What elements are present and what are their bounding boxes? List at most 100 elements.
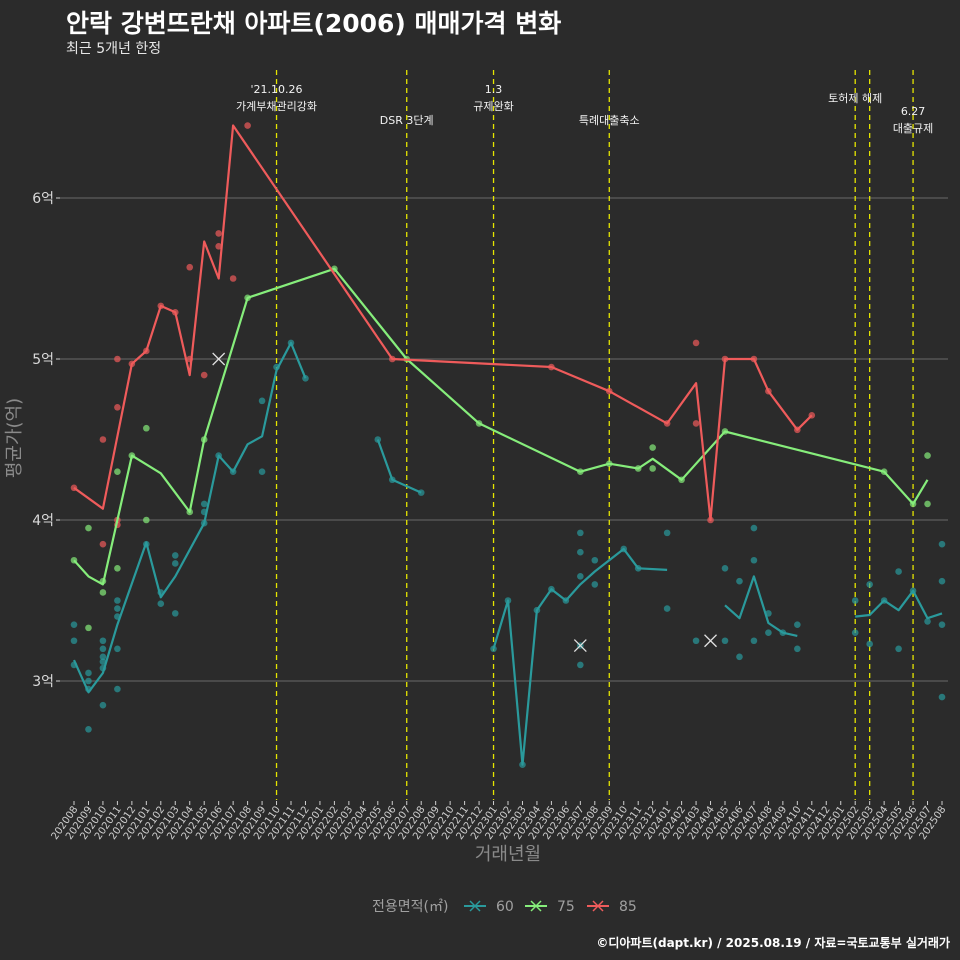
- data-point-60: [114, 645, 121, 653]
- data-point-60: [85, 726, 92, 733]
- y-axis-title: 평균가(억): [4, 398, 25, 478]
- y-tick-label: 5억: [32, 352, 54, 368]
- data-point-60: [794, 621, 801, 628]
- data-point-60: [577, 529, 584, 537]
- data-point-60: [721, 565, 729, 572]
- y-tick-label: 6억: [32, 191, 54, 207]
- data-point-60: [721, 637, 729, 645]
- event-annotation: 대출규제: [893, 122, 933, 135]
- cross-marker-60: [704, 634, 717, 648]
- data-point-75: [114, 565, 121, 572]
- data-point-75: [649, 444, 656, 451]
- data-point-60: [938, 540, 946, 548]
- data-point-60: [663, 605, 671, 612]
- event-annotation: 1.3: [485, 83, 503, 96]
- data-point-60: [114, 597, 121, 604]
- data-point-60: [851, 597, 859, 604]
- event-annotation: DSR 3단계: [380, 114, 434, 127]
- data-point-60: [736, 653, 743, 661]
- legend-label-75: 75: [557, 899, 575, 915]
- data-point-85: [244, 122, 251, 129]
- data-point-60: [794, 645, 801, 653]
- legend-cross: [469, 900, 481, 912]
- data-point-60: [938, 693, 946, 701]
- data-point-85: [114, 355, 121, 363]
- legend-cross: [592, 900, 604, 912]
- legend-key-75: [525, 900, 547, 912]
- data-point-60: [750, 556, 758, 564]
- data-point-85: [215, 230, 222, 237]
- legend-cross: [530, 900, 542, 912]
- data-point-85: [114, 404, 121, 411]
- data-point-60: [866, 581, 873, 588]
- data-point-60: [171, 552, 179, 559]
- data-point-60: [99, 645, 107, 653]
- data-point-75: [143, 516, 150, 524]
- data-point-60: [99, 637, 107, 645]
- data-point-60: [171, 610, 179, 617]
- data-point-60: [258, 397, 266, 405]
- series-line-85: [73, 124, 813, 522]
- data-point-60: [577, 661, 584, 669]
- legend-title: 전용면적(㎡): [372, 899, 448, 915]
- data-point-60: [750, 524, 758, 532]
- cross-marker-60: [573, 639, 587, 653]
- data-point-85: [186, 263, 194, 271]
- data-point-85: [229, 275, 237, 282]
- chart-subtitle: 최근 5개년 한정: [66, 41, 162, 57]
- event-annotation: '21.10.26: [251, 83, 303, 96]
- event-annotation: 규제완화: [473, 100, 513, 113]
- legend-label-60: 60: [496, 899, 514, 915]
- data-point-75: [114, 468, 121, 476]
- data-point-75: [924, 500, 931, 508]
- data-point-60: [114, 605, 121, 612]
- data-point-60: [577, 573, 584, 580]
- data-point-85: [692, 339, 700, 347]
- data-point-60: [591, 581, 599, 588]
- cross-stroke: [212, 352, 226, 366]
- event-annotation: 6.27: [901, 105, 926, 118]
- event-annotation: 가계부채관리강화: [236, 100, 317, 113]
- data-point-60: [70, 637, 78, 645]
- data-point-60: [938, 577, 946, 585]
- legend-key-85: [587, 900, 609, 912]
- data-point-75: [143, 424, 150, 432]
- chart-title: 안락 강변뜨란채 아파트(2006) 매매가격 변화: [66, 9, 562, 38]
- source-caption: ©디아파트(dapt.kr) / 2025.08.19 / 자료=국토교통부 실…: [596, 936, 950, 950]
- data-point-60: [85, 677, 92, 685]
- cross-marker-75: [212, 352, 226, 366]
- event-annotation: 토허제 해제: [828, 91, 882, 105]
- data-point-60: [591, 556, 599, 564]
- data-point-60: [157, 600, 165, 608]
- data-point-60: [70, 621, 78, 628]
- data-point-75: [85, 624, 92, 632]
- data-point-60: [663, 529, 671, 537]
- data-point-60: [577, 548, 584, 556]
- data-point-60: [895, 568, 902, 575]
- data-point-85: [200, 371, 208, 379]
- data-point-85: [215, 243, 222, 250]
- data-point-60: [99, 653, 107, 661]
- legend: 전용면적(㎡) 60 75 85: [372, 899, 637, 915]
- data-point-60: [895, 645, 902, 653]
- data-point-60: [99, 701, 107, 709]
- legend-key-60: [464, 900, 486, 912]
- data-point-85: [692, 420, 700, 427]
- data-point-60: [171, 560, 179, 567]
- data-point-75: [99, 589, 107, 596]
- data-point-85: [99, 436, 107, 443]
- data-point-60: [258, 468, 266, 476]
- event-annotation: 특례대출축소: [579, 114, 640, 127]
- data-point-85: [99, 540, 107, 548]
- legend-label-85: 85: [619, 899, 637, 915]
- cross-stroke: [573, 639, 587, 653]
- data-point-60: [85, 669, 92, 677]
- data-point-60: [765, 629, 772, 636]
- data-point-60: [99, 658, 107, 665]
- data-point-60: [924, 618, 931, 625]
- data-point-75: [649, 465, 656, 472]
- data-point-75: [924, 452, 931, 459]
- y-tick-label: 3억: [32, 674, 54, 690]
- data-point-60: [692, 637, 700, 645]
- y-tick-label: 4억: [32, 513, 54, 529]
